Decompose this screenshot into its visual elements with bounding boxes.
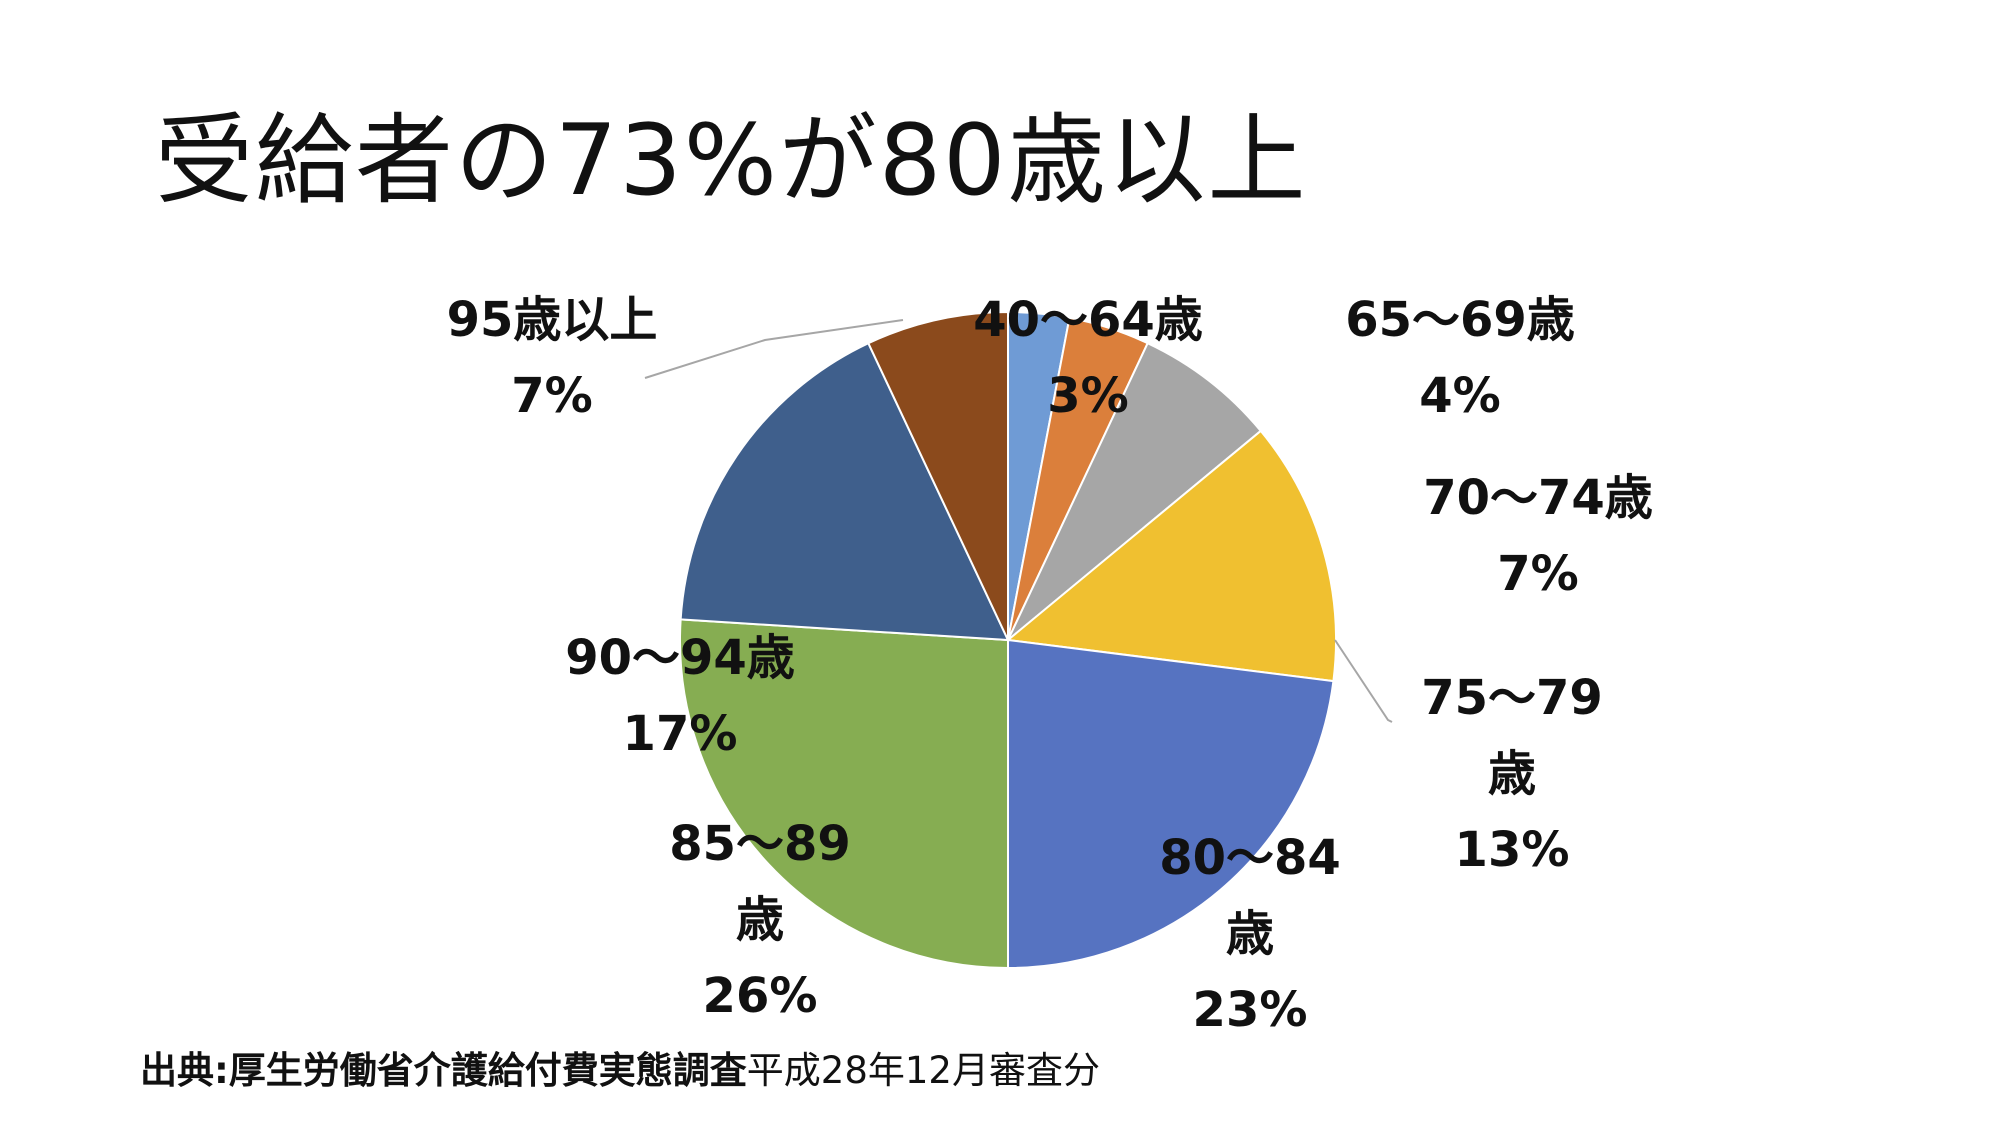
slice-category: 40～64歳 (973, 292, 1203, 348)
slice-percent: 3% (1047, 368, 1129, 424)
pie-slice (1007, 638, 1335, 970)
pie-slice (679, 341, 1010, 642)
slice-category: 歳 (1226, 906, 1274, 962)
slice-category: 歳 (736, 892, 784, 948)
chart-title: 受給者の73%が80歳以上 (155, 104, 1308, 218)
slice-label: 65～69歳 4% (1345, 292, 1575, 424)
slice-label: 95歳以上 7% (447, 292, 658, 424)
slice-labels: 40～64歳 3% 65～69歳 4% 70～74歳 7% 75～79 歳 13% 80～84 歳 2… (447, 292, 1653, 1038)
slice-category: 90～94歳 (565, 630, 795, 686)
slice-category: 75～79 (1421, 670, 1603, 726)
slice-label: 70～74歳 7% (1423, 470, 1653, 602)
slice-label: 40～64歳 3% (973, 292, 1203, 424)
slice-category: 65～69歳 (1345, 292, 1575, 348)
slice-percent: 13% (1455, 822, 1570, 878)
slice-category: 95歳以上 (447, 292, 658, 348)
source-suffix: 平成28年12月審査分 (746, 1049, 1100, 1092)
slice-percent: 17% (623, 706, 738, 762)
slice-category: 70～74歳 (1423, 470, 1653, 526)
slice-label: 80～84 歳 23% (1159, 830, 1341, 1038)
pie-slice (679, 618, 1009, 970)
pie-slice (1007, 341, 1263, 641)
slice-percent: 7% (1497, 546, 1579, 602)
slice-percent: 7% (511, 368, 593, 424)
slice-percent: 4% (1419, 368, 1501, 424)
slice-category: 歳 (1488, 746, 1536, 802)
slice-percent: 26% (703, 968, 818, 1024)
slice-label: 85～89 歳 26% (669, 816, 851, 1024)
source-note: 出典:厚生労働省介護給付費実態調査平成28年12月審査分 (140, 1052, 1100, 1089)
pie-slice (1005, 429, 1337, 683)
slice-category: 85～89 (669, 816, 851, 872)
leader-line (1334, 639, 1393, 723)
slice-category: 80～84 (1159, 830, 1341, 886)
leader-line (644, 319, 904, 379)
slice-label: 90～94歳 17% (565, 630, 795, 762)
pie-slices (679, 310, 1337, 970)
source-prefix: 出典:厚生労働省介護給付費実態調査 (140, 1049, 747, 1092)
slice-label: 75～79 歳 13% (1421, 670, 1603, 878)
pie-slice (867, 310, 1009, 641)
slice-percent: 23% (1193, 982, 1308, 1038)
leader-lines (644, 319, 1393, 723)
